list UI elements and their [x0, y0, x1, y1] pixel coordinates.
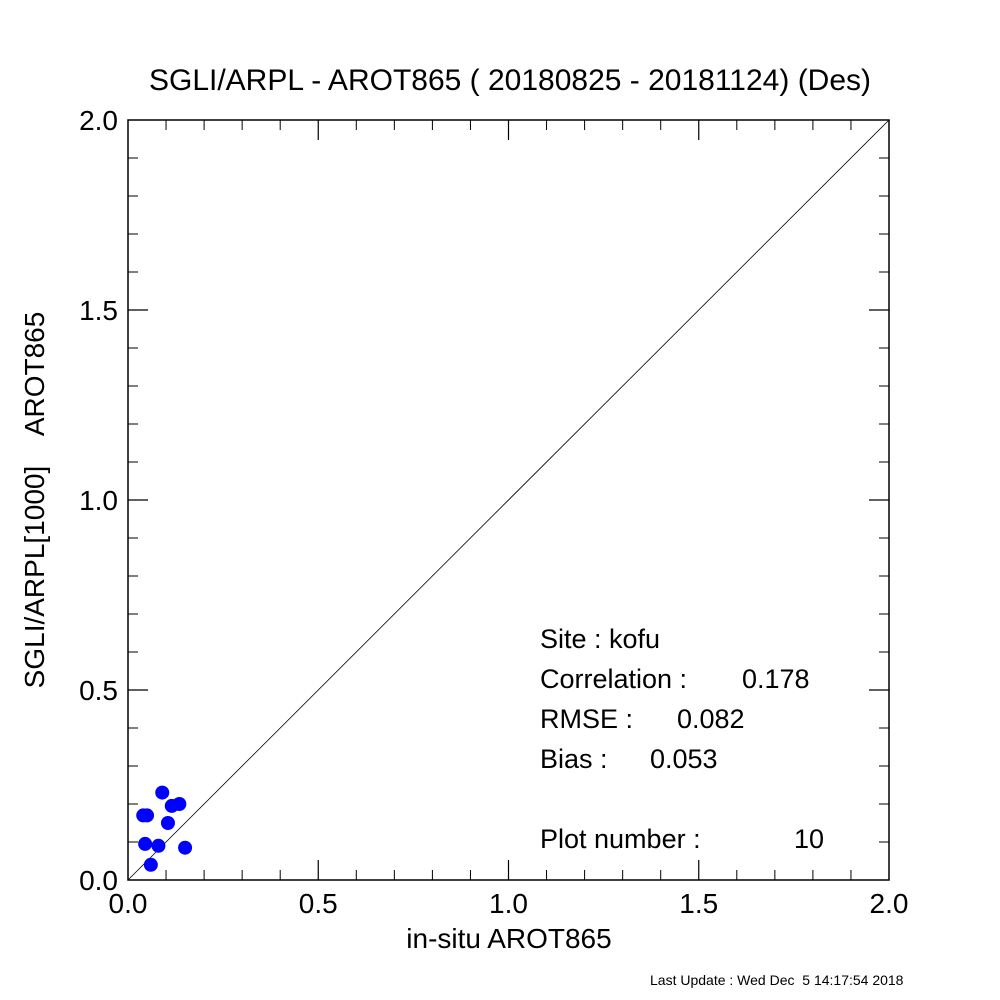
one-to-one-line: [127, 119, 890, 881]
data-points: [136, 785, 193, 872]
data-point: [160, 816, 175, 830]
data-point: [178, 840, 193, 855]
stat-correlation-value: 0.178: [742, 664, 810, 694]
major-ticks: [128, 120, 889, 880]
x-tick-label: 1.5: [679, 888, 718, 919]
data-point: [138, 836, 153, 851]
y-tick-label: 0.5: [79, 675, 118, 706]
stat-rmse-value: 0.082: [677, 704, 745, 734]
y-axis-label: SGLI/ARPL[1000] AROT865: [19, 312, 50, 689]
y-tick-labels: 0.0 0.5 1.0 1.5 2.0: [79, 105, 118, 896]
data-point: [151, 838, 166, 853]
minor-ticks: [128, 120, 889, 880]
stat-plot-number-value: 10: [794, 824, 824, 854]
stat-bias-label: Bias :: [540, 744, 608, 774]
data-point: [140, 808, 155, 823]
stat-site: Site : kofu: [540, 624, 660, 654]
data-point: [155, 785, 170, 800]
x-tick-labels: 0.0 0.5 1.0 1.5 2.0: [109, 888, 909, 919]
stat-plot-number-label: Plot number :: [540, 824, 701, 854]
x-tick-label: 1.0: [489, 888, 528, 919]
x-tick-label: 0.5: [299, 888, 338, 919]
chart-title: SGLI/ARPL - AROT865 ( 20180825 - 2018112…: [149, 64, 871, 97]
stat-correlation-label: Correlation :: [540, 664, 687, 694]
y-tick-label: 0.0: [79, 865, 118, 896]
y-tick-label: 1.5: [79, 295, 118, 326]
x-tick-label: 2.0: [870, 888, 909, 919]
y-tick-label: 2.0: [79, 105, 118, 136]
data-point: [143, 857, 158, 872]
x-axis-label: in-situ AROT865: [406, 923, 611, 954]
stats-box: Site : kofu Correlation : 0.178 RMSE : 0…: [540, 624, 824, 854]
y-tick-label: 1.0: [79, 485, 118, 516]
stat-bias-value: 0.053: [650, 744, 718, 774]
data-point: [172, 797, 187, 811]
stat-rmse-label: RMSE :: [540, 704, 633, 734]
last-update-footer: Last Update : Wed Dec 5 14:17:54 2018: [650, 972, 904, 988]
x-tick-label: 0.0: [109, 888, 148, 919]
